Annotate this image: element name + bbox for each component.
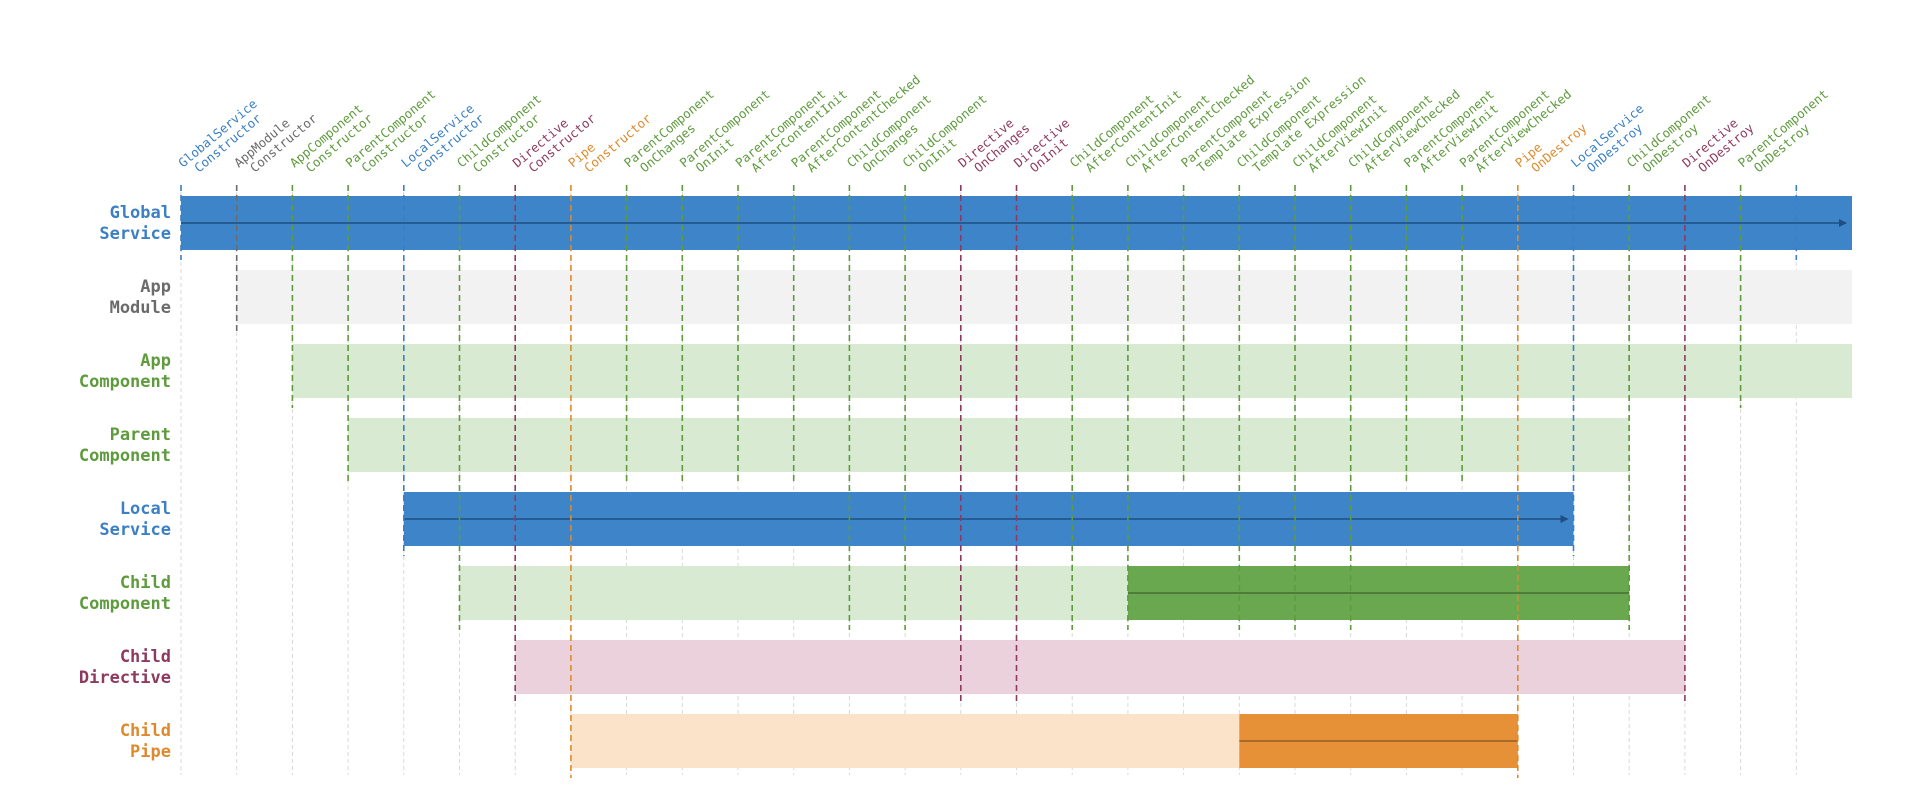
lifecycle-bar xyxy=(1239,714,1518,768)
lifecycle-bar xyxy=(348,418,1630,472)
row-label: App Component xyxy=(79,351,171,392)
event-marker-lines xyxy=(180,185,1798,778)
row-label-line: Service xyxy=(99,224,171,244)
row-label-line: Module xyxy=(110,298,171,318)
row-label-line: Global xyxy=(110,203,171,223)
row-label-line: Child xyxy=(120,573,171,593)
row-label-line: Child xyxy=(120,647,171,667)
row-label-line: Pipe xyxy=(130,742,171,762)
lifecycle-bar xyxy=(459,566,1128,620)
row-label-line: App xyxy=(140,351,171,371)
row-label-line: Parent xyxy=(110,425,171,445)
row-label: Local Service xyxy=(99,499,171,540)
row-label-line: Service xyxy=(99,520,171,540)
lifecycle-bar xyxy=(1127,566,1630,620)
row-label-line: Child xyxy=(120,721,171,741)
row-label-line: App xyxy=(140,277,171,297)
row-label: Child Directive xyxy=(79,647,171,688)
row-label-line: Component xyxy=(79,446,171,466)
row-label: Child Pipe xyxy=(120,721,171,762)
row-label: App Module xyxy=(110,277,171,318)
row-label: Child Component xyxy=(79,573,171,614)
event-labels: GlobalServiceConstructorAppModuleConstru… xyxy=(175,72,1831,181)
row-label-line: Local xyxy=(120,499,171,519)
lifecycle-bar xyxy=(515,640,1685,694)
row-label-line: Component xyxy=(79,372,171,392)
row-label-line: Component xyxy=(79,594,171,614)
lifecycle-bar xyxy=(236,270,1853,324)
lifecycle-bar xyxy=(570,714,1240,768)
row-label: Parent Component xyxy=(79,425,171,466)
row-label: Global Service xyxy=(99,203,171,244)
event-label: LocalServiceOnDestroy xyxy=(1568,101,1656,181)
row-label-line: Directive xyxy=(79,668,171,688)
